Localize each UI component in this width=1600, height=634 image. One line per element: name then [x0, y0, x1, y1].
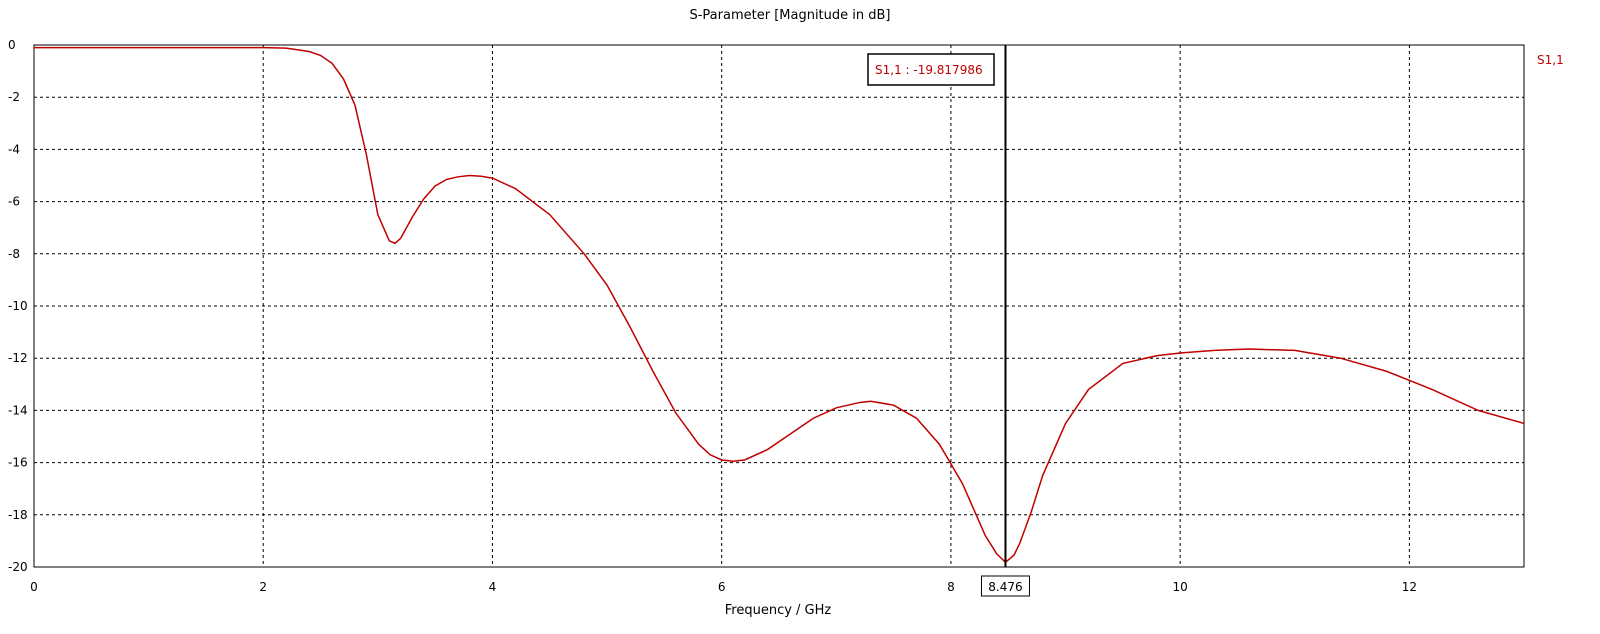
- x-tick-label: 12: [1402, 580, 1417, 594]
- x-tick-label: 6: [718, 580, 726, 594]
- y-tick-label: -20: [8, 560, 28, 574]
- marker-x-value: 8.476: [988, 580, 1022, 594]
- y-tick-label: -6: [8, 195, 20, 209]
- x-tick-label: 2: [259, 580, 267, 594]
- x-tick-label: 4: [489, 580, 497, 594]
- y-tick-label: -16: [8, 456, 28, 470]
- series-line-s11: [34, 46, 1525, 564]
- chart-title: S-Parameter [Magnitude in dB]: [689, 8, 890, 23]
- y-tick-label: -18: [8, 508, 28, 522]
- x-tick-label: 8: [947, 580, 955, 594]
- y-tick-label: -8: [8, 247, 20, 261]
- legend-entry-s11: S1,1: [1537, 53, 1564, 67]
- y-tick-label: -12: [8, 351, 28, 365]
- marker-x-box: [980, 575, 1030, 597]
- y-tick-label: -14: [8, 403, 28, 417]
- x-tick-label: 0: [30, 580, 38, 594]
- x-tick-label: 10: [1173, 580, 1188, 594]
- y-tick-label: -4: [8, 142, 20, 156]
- y-tick-label: -10: [8, 299, 28, 313]
- y-tick-label: 0: [8, 38, 16, 52]
- marker-value-label: S1,1 : -19.817986: [875, 63, 983, 77]
- x-axis-label: Frequency / GHz: [725, 603, 832, 618]
- y-axis-ticks: 0 -2 -4 -6 -8 -10 -12 -14 -16 -18 -20: [8, 38, 28, 574]
- marker-label-box: [867, 53, 995, 86]
- y-tick-label: -2: [8, 90, 20, 104]
- grid-lines: [34, 45, 1524, 567]
- x-axis-ticks: 0 2 4 6 8 10 12: [30, 580, 1417, 594]
